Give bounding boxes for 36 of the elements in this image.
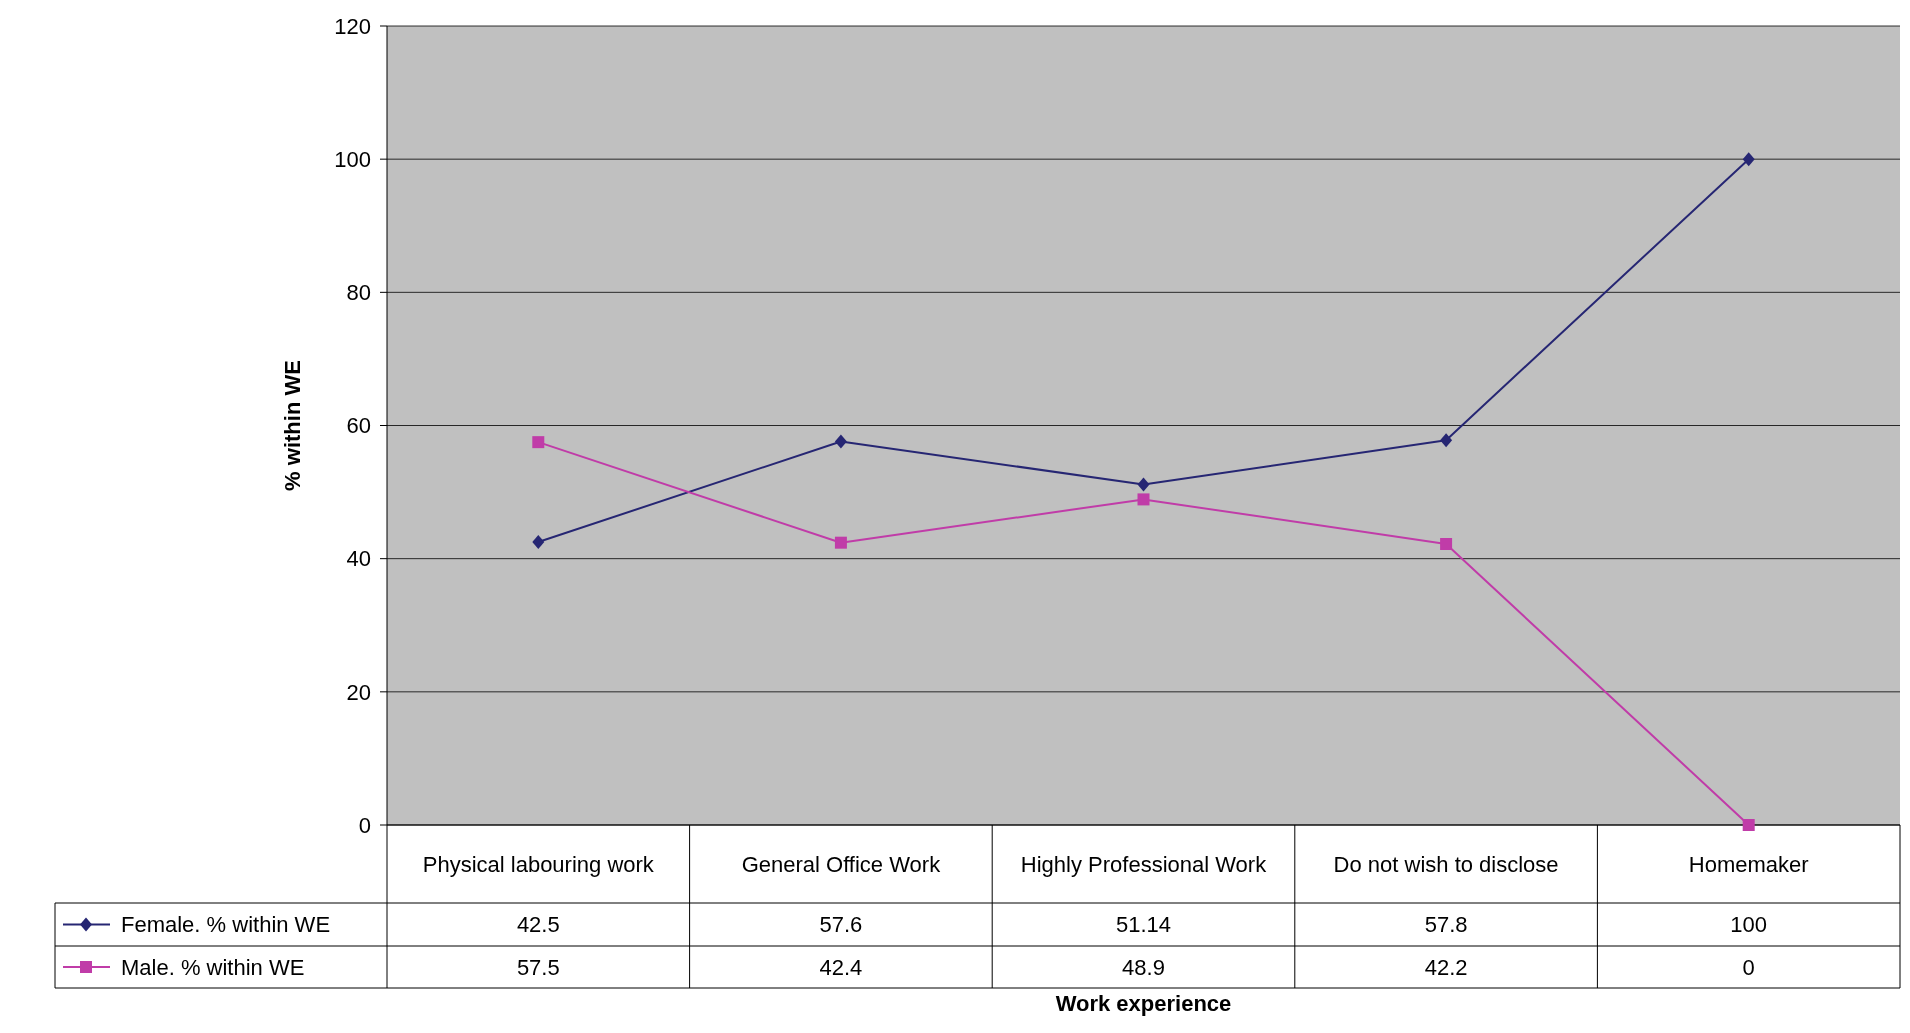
- x-tick-label: Do not wish to disclose: [1333, 851, 1559, 877]
- point: [834, 434, 847, 449]
- text: Work experience: [1055, 991, 1232, 1016]
- y-tick-label: 60: [346, 413, 371, 439]
- legend-label: Male. % within WE: [121, 954, 305, 980]
- point: [1742, 819, 1755, 831]
- point: [532, 436, 545, 449]
- y-tick-label: 80: [346, 280, 371, 306]
- data-label: 42.5: [516, 912, 560, 938]
- y-tick-label: 120: [334, 13, 371, 39]
- point: [1137, 493, 1150, 506]
- x-tick-label: Highly Professional Work: [1020, 851, 1268, 877]
- point: [532, 535, 545, 550]
- data-label: 48.9: [1122, 954, 1165, 980]
- x-tick-label: Homemaker: [1688, 851, 1809, 877]
- y-tick-label: 0: [358, 812, 371, 838]
- y-tick-label: 40: [346, 546, 371, 572]
- data-label: 51.14: [1115, 912, 1172, 938]
- point: [1742, 152, 1755, 167]
- data-label: 57.6: [819, 912, 863, 938]
- point: [1137, 477, 1150, 492]
- x-tick-label: General Office Work: [741, 851, 942, 877]
- point: [1440, 433, 1453, 448]
- data-label: 42.2: [1424, 954, 1468, 980]
- data-label: 42.4: [819, 954, 863, 980]
- point: [1440, 538, 1453, 551]
- legend-label: Female. % within WE: [121, 912, 331, 938]
- data-label: 0: [1742, 954, 1755, 980]
- data-label: 100: [1730, 912, 1768, 938]
- x-tick-label: Physical labouring work: [422, 851, 655, 877]
- y-tick-label: 100: [334, 146, 371, 172]
- y-tick-label: 20: [346, 679, 371, 705]
- y-axis-title: % within WE: [280, 360, 305, 491]
- data-label: 57.5: [516, 954, 560, 980]
- point: [834, 536, 847, 549]
- data-label: 57.8: [1424, 912, 1468, 938]
